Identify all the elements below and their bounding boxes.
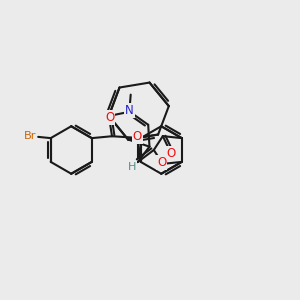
- Text: N: N: [125, 104, 134, 117]
- Text: O: O: [105, 111, 115, 124]
- Text: Br: Br: [24, 131, 36, 141]
- Text: O: O: [133, 130, 142, 143]
- Text: O: O: [157, 156, 166, 169]
- Text: O: O: [167, 147, 176, 160]
- Text: H: H: [128, 162, 136, 172]
